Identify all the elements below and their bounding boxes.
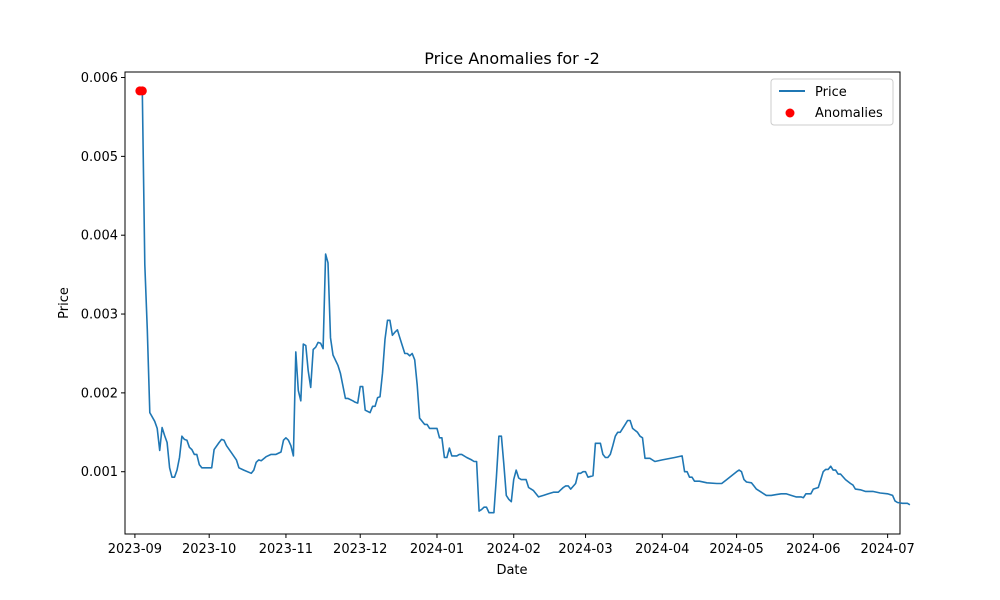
anomaly-point (137, 86, 147, 96)
y-tick-label: 0.001 (81, 465, 118, 480)
x-tick-label: 2024-04 (635, 542, 689, 557)
y-tick-label: 0.006 (81, 71, 118, 86)
x-axis: 2023-09 2023-10 2023-11 2023-12 2024-01 2024-… (108, 534, 915, 557)
x-tick-label: 2024-06 (786, 542, 840, 557)
y-axis-title: Price (57, 287, 72, 319)
plot-area-frame (124, 71, 901, 535)
y-tick-label: 0.004 (81, 229, 118, 244)
x-tick-label: 2024-05 (709, 542, 763, 557)
x-tick-label: 2024-07 (860, 542, 914, 557)
series-layer (135, 86, 911, 514)
x-tick-label: 2024-01 (410, 542, 464, 557)
legend-price-label: Price (815, 85, 847, 100)
x-tick-label: 2023-11 (259, 542, 313, 557)
x-tick-label: 2024-03 (558, 542, 612, 557)
legend-anomalies-swatch (785, 108, 795, 118)
price-line (139, 90, 911, 514)
x-tick-label: 2023-12 (333, 542, 387, 557)
x-tick-label: 2024-02 (487, 542, 541, 557)
y-axis: 0.001 0.002 0.003 0.004 0.005 0.006 (81, 71, 125, 480)
legend: Price Anomalies (770, 78, 894, 126)
x-axis-title: Date (496, 563, 527, 578)
y-tick-label: 0.003 (81, 308, 118, 323)
x-tick-label: 2023-09 (108, 542, 162, 557)
y-tick-label: 0.002 (81, 386, 118, 401)
y-tick-label: 0.005 (81, 150, 118, 165)
legend-anomalies-label: Anomalies (815, 106, 883, 121)
chart-title: Price Anomalies for -2 (424, 49, 600, 68)
x-tick-label: 2023-10 (182, 542, 236, 557)
